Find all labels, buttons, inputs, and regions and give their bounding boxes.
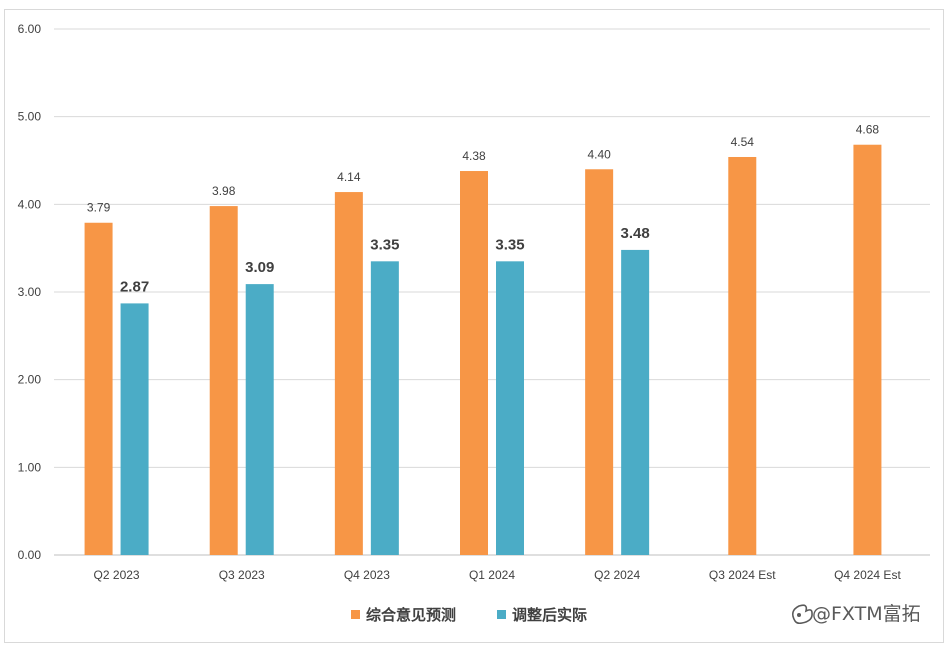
legend: 综合意见预测 调整后实际	[351, 606, 587, 624]
bar-forecast	[728, 156, 757, 555]
data-label-forecast: 3.79	[87, 201, 111, 215]
data-label-actual: 3.48	[621, 225, 650, 242]
legend-swatch-actual	[497, 610, 506, 619]
x-tick-label: Q2 2023	[94, 568, 140, 582]
bar-forecast	[84, 222, 113, 555]
bar-actual	[496, 261, 524, 555]
y-axis: 0.00 1.00 2.00 3.00 4.00 5.00 6.00	[18, 22, 42, 562]
weibo-logo-icon	[791, 604, 813, 625]
data-label-forecast: 4.38	[462, 149, 486, 163]
data-label-actual: 3.35	[370, 236, 399, 253]
y-tick-label: 2.00	[18, 373, 42, 387]
watermark-text: @FXTM富拓	[812, 603, 921, 625]
data-label-actual: 3.09	[245, 259, 274, 276]
bar-actual	[245, 284, 274, 555]
bar-forecast	[209, 206, 238, 555]
bar-forecast	[585, 169, 614, 555]
bar-actual	[120, 303, 149, 555]
data-label-forecast: 3.98	[212, 184, 236, 198]
y-tick-label: 3.00	[18, 285, 42, 299]
y-tick-label: 0.00	[18, 548, 42, 562]
bar-actual	[621, 249, 650, 556]
bar-forecast	[460, 171, 488, 555]
legend-label-actual: 调整后实际	[512, 606, 587, 624]
data-label-actual: 2.87	[120, 278, 149, 295]
x-axis: Q2 2023 Q3 2023 Q4 2023 Q1 2024 Q2 2024 Q3 20…	[94, 568, 902, 582]
data-label-forecast: 4.68	[856, 123, 880, 137]
legend-swatch-forecast	[351, 610, 360, 619]
x-tick-label: Q1 2024	[469, 568, 515, 582]
x-tick-label: Q2 2024	[594, 568, 640, 582]
gridlines	[54, 28, 930, 556]
bar-actual	[370, 261, 399, 555]
legend-label-forecast: 综合意见预测	[366, 606, 456, 624]
data-label-actual: 3.35	[495, 236, 524, 253]
data-label-forecast: 4.40	[587, 147, 611, 161]
y-tick-label: 1.00	[18, 460, 42, 474]
bar-forecast	[853, 144, 882, 555]
x-tick-label: Q3 2024 Est	[709, 568, 776, 582]
bar-forecast	[334, 192, 363, 555]
x-tick-label: Q4 2024 Est	[834, 568, 901, 582]
data-labels: 3.79 2.87 3.98 3.09 4.14 3.35 4.38 3.35 4.40 3.48…	[87, 123, 880, 296]
y-tick-label: 6.00	[18, 22, 42, 36]
watermark: @FXTM富拓	[791, 603, 921, 625]
x-tick-label: Q3 2023	[219, 568, 265, 582]
bars	[84, 144, 882, 556]
y-tick-label: 5.00	[18, 110, 42, 124]
x-tick-label: Q4 2023	[344, 568, 390, 582]
data-label-forecast: 4.14	[337, 170, 361, 184]
y-tick-label: 4.00	[18, 197, 42, 211]
data-label-forecast: 4.54	[731, 135, 755, 149]
